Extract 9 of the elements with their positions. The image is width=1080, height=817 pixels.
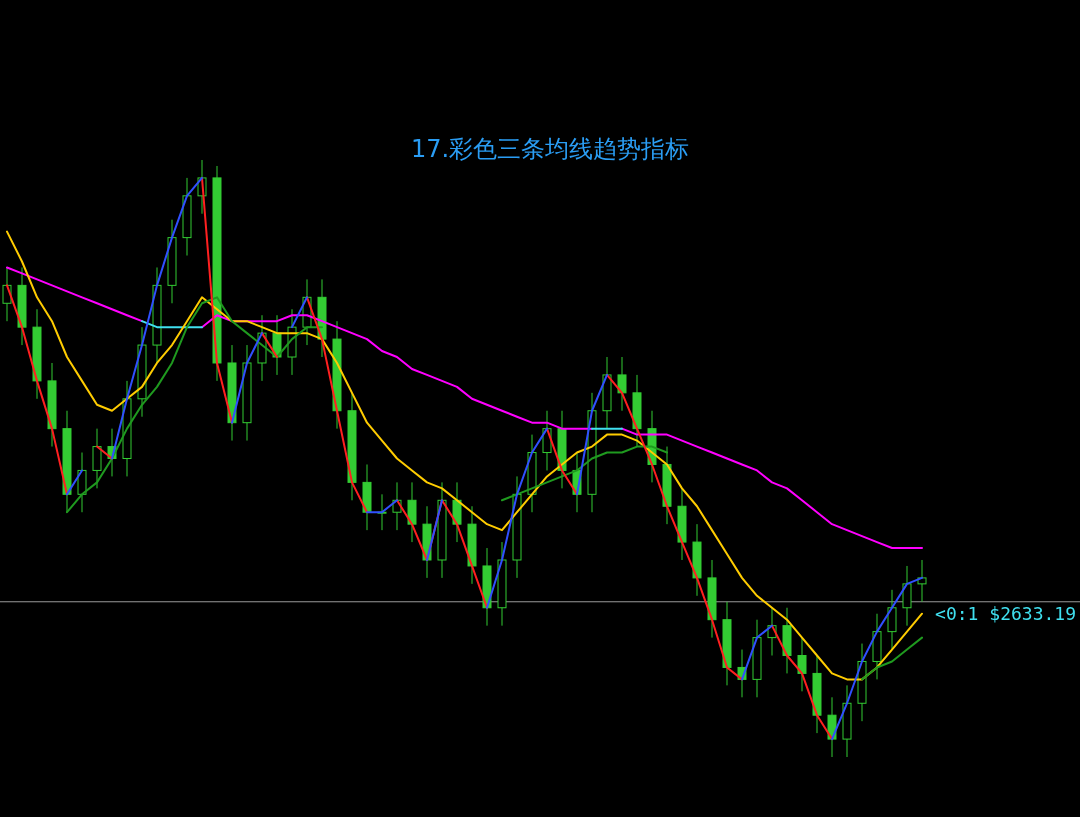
candlestick: [887, 589, 897, 651]
candlestick: [92, 428, 102, 489]
candlestick: [902, 565, 912, 627]
candlestick: [917, 559, 927, 603]
chart-title: 17.彩色三条均线趋势指标: [410, 135, 690, 163]
candlestick: [617, 356, 627, 412]
candlestick: [797, 637, 807, 692]
ref-line-label: <0:1 $2633.19: [935, 602, 1076, 624]
candlestick: [407, 481, 417, 543]
